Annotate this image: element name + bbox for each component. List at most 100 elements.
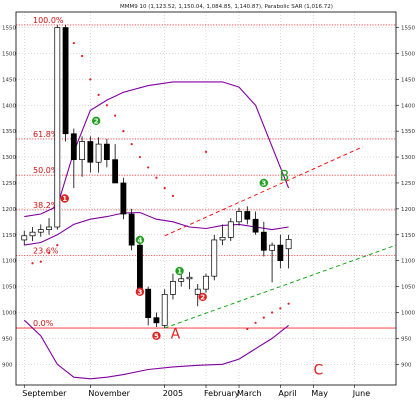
wave-marker — [135, 235, 145, 245]
fibonacci-levels: 100.0% 61.8% 50.0% 38.2% 23.6% 0.0% — [16, 16, 396, 329]
y-tick-label: 1300 — [401, 155, 415, 161]
candle-body — [62, 27, 69, 135]
wave-letter: C — [313, 363, 323, 379]
y-tick-label: 1450 — [401, 77, 415, 83]
candle-body — [260, 231, 267, 251]
sar-dot — [89, 78, 92, 81]
sar-dot — [47, 251, 51, 254]
fib-label: 0.0% — [33, 319, 54, 328]
sar-dot — [279, 307, 282, 310]
fib-label: 38.2% — [33, 201, 59, 210]
y-tick-label-left: 900 — [2, 362, 13, 368]
y-tick-label: 1350 — [401, 129, 415, 135]
wave-number: 2 — [94, 117, 99, 125]
candle-body — [186, 276, 193, 280]
y-tick-label-left: 1000 — [2, 310, 16, 316]
grid — [16, 12, 396, 385]
bands — [23, 81, 290, 380]
y-tick-label: 1200 — [401, 207, 415, 213]
y-tick-label: 950 — [401, 336, 412, 342]
candle-body — [178, 278, 185, 282]
fib-label: 23.6% — [33, 246, 59, 255]
wave-number: 1 — [177, 268, 182, 276]
y-tick-label-left: 1350 — [2, 129, 16, 135]
wave-marker — [60, 194, 69, 203]
candle-body — [153, 317, 160, 324]
candle-body — [170, 281, 176, 295]
sar-dot — [56, 244, 59, 247]
y-tick-label: 1100 — [401, 259, 415, 265]
candle-body — [285, 239, 292, 250]
trendlines — [164, 146, 397, 329]
sar-dot — [155, 176, 158, 179]
sar-dot — [204, 150, 208, 153]
wave-number: 2 — [200, 293, 205, 301]
sar-dot — [122, 130, 125, 133]
fib-label: 100.0% — [33, 16, 64, 25]
candle-body — [120, 182, 127, 215]
x-tick-label: June — [352, 389, 371, 398]
y-tick-label: 1000 — [401, 310, 415, 316]
y-tick-label: 1250 — [401, 181, 415, 187]
y-tick-label: 900 — [401, 362, 412, 368]
candle-body — [87, 141, 94, 163]
x-tick-label: September — [22, 389, 67, 398]
y-tick-label-left: 1150 — [2, 233, 16, 239]
sar-dot — [39, 260, 42, 263]
sar-dot — [163, 187, 166, 190]
sar-dot — [31, 262, 34, 265]
candle-body — [227, 221, 234, 238]
y-tick-label-left: 1050 — [2, 285, 16, 291]
candle-body — [21, 235, 28, 241]
wave-marker — [259, 178, 269, 188]
y-tick-label-left: 950 — [2, 336, 13, 342]
axes: 9009009509501000100010501050110011001150… — [2, 11, 415, 398]
candle-body — [269, 244, 275, 251]
candle-body — [29, 231, 36, 237]
candle-body — [244, 211, 251, 220]
wave-number: 5 — [154, 332, 159, 340]
fib-label: 50.0% — [33, 166, 59, 175]
wave-marker — [198, 292, 207, 302]
candle-body — [277, 244, 284, 262]
x-tick-label: February — [204, 389, 240, 398]
x-tick-label: April — [278, 389, 296, 398]
sar-dot — [130, 143, 133, 146]
candle-body — [194, 288, 201, 295]
y-tick-label-left: 1400 — [2, 103, 16, 109]
candle-body — [54, 27, 61, 228]
sar-dot — [254, 321, 257, 324]
candle-body — [46, 226, 52, 230]
x-tick-label: 2005 — [163, 389, 183, 398]
candle-body — [128, 213, 135, 246]
y-tick-label-left: 1100 — [2, 259, 16, 265]
wave-number: 3 — [137, 288, 142, 296]
wave-letter: B — [280, 168, 290, 184]
y-tick-label: 1400 — [401, 103, 415, 109]
y-tick-label: 1150 — [401, 233, 415, 239]
candle-body — [95, 143, 102, 163]
candle-body — [103, 143, 110, 160]
candles — [21, 24, 292, 329]
candle-body — [145, 288, 152, 319]
y-tick-label-left: 1200 — [2, 207, 16, 213]
candle-body — [37, 229, 44, 233]
band-upper — [24, 81, 290, 218]
candle-body — [236, 211, 242, 223]
sar-dot — [246, 327, 249, 331]
sar-dot — [105, 104, 108, 107]
x-tick-label: March — [237, 389, 261, 398]
trendline — [164, 244, 397, 329]
y-tick-label-left: 1300 — [2, 155, 16, 161]
x-tick-label: May — [311, 389, 328, 398]
sar-dot — [72, 41, 75, 45]
sar-dot — [80, 54, 84, 58]
sar-dot — [114, 114, 117, 117]
wave-letter: A — [171, 326, 181, 342]
candle-body — [219, 237, 226, 241]
wave-number: 4 — [137, 236, 142, 244]
wave-marker — [91, 116, 101, 125]
parabolic-sar — [31, 41, 290, 331]
y-tick-label: 1500 — [401, 51, 415, 57]
